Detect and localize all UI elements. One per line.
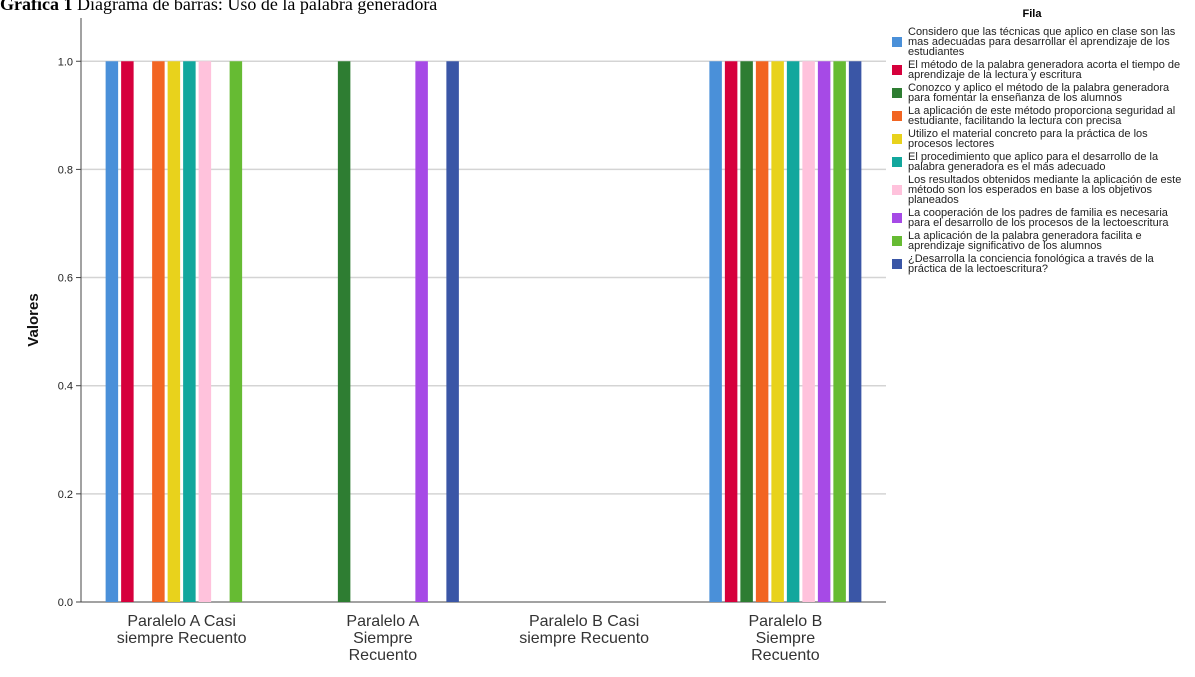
bar [755, 61, 769, 602]
y-tick-label: 0.2 [58, 489, 73, 501]
bar [848, 61, 862, 602]
bar [167, 61, 181, 602]
bar [229, 61, 243, 602]
x-category-label-line: siempre Recuento [117, 630, 247, 647]
bar [833, 61, 846, 602]
x-category-label-line: Paralelo A [346, 613, 419, 630]
legend-item: Considero que las técnicas que aplico en… [892, 26, 1192, 58]
x-category-label-line: Paralelo B Casi [529, 613, 639, 630]
bar [105, 61, 119, 602]
legend-label: Utilizo el material concreto para la prá… [908, 128, 1148, 150]
legend-swatch [892, 259, 902, 269]
legend-label: El método de la palabra generadora acort… [908, 59, 1181, 81]
x-category-label-line: siempre Recuento [519, 630, 649, 647]
legend-label: Los resultados obtenidos mediante la apl… [908, 174, 1182, 206]
bar [724, 61, 738, 602]
legend-item: Los resultados obtenidos mediante la apl… [892, 174, 1192, 206]
legend-label: Considero que las técnicas que aplico en… [908, 26, 1176, 58]
legend-swatch [892, 111, 902, 121]
chart-legend: Fila Considero que las técnicas que apli… [892, 8, 1192, 277]
y-tick-label: 0.6 [58, 273, 73, 285]
y-tick-label: 0.4 [58, 381, 73, 393]
bar [771, 61, 784, 602]
x-category-label-line: Paralelo B [748, 613, 822, 630]
legend-swatch [892, 185, 902, 195]
x-category-label: Paralelo B Casi siempre Recuento [519, 613, 649, 647]
legend-label: El procedimiento que aplico para el desa… [908, 151, 1159, 173]
bar [786, 61, 800, 602]
legend-item: La cooperación de los padres de familia … [892, 207, 1192, 229]
x-category-label-line: Paralelo A Casi [127, 613, 236, 630]
x-category-label: Paralelo A Siempre Recuento [346, 613, 419, 664]
bar [198, 61, 212, 602]
legend-label: Conozco y aplico el método de la palabra… [908, 82, 1170, 104]
legend-item: ¿Desarrolla la conciencia fonológica a t… [892, 253, 1192, 275]
x-category-label-line: Recuento [751, 647, 820, 664]
x-category-label: Paralelo A Casi siempre Recuento [117, 613, 247, 647]
bar [802, 61, 815, 602]
y-tick-label: 1.0 [58, 56, 73, 68]
legend-label: ¿Desarrolla la conciencia fonológica a t… [908, 253, 1154, 275]
legend-swatch [892, 65, 902, 75]
legend-swatch [892, 134, 902, 144]
legend-item: Utilizo el material concreto para la prá… [892, 128, 1192, 150]
legend-swatch [892, 213, 902, 223]
legend-title: Fila [1022, 8, 1042, 20]
legend-item: La aplicación de este método proporciona… [892, 105, 1192, 127]
bar [446, 61, 459, 602]
legend-swatch [892, 157, 902, 167]
x-category-label-line: Recuento [349, 647, 418, 664]
bar [709, 61, 722, 602]
bar-chart: 0.0 0.2 0.4 0.6 0.8 1.0 Valores Paralelo A Casi… [25, 18, 886, 664]
x-category-label-line: Siempre [353, 630, 413, 647]
legend-label: La aplicación de este método proporciona… [908, 105, 1176, 127]
y-tick-label: 0.0 [58, 597, 73, 609]
legend-swatch [892, 236, 902, 246]
bar [337, 61, 351, 602]
bar [740, 61, 753, 602]
caption-text: Diagrama de barras: Uso de la palabra ge… [76, 0, 438, 14]
legend-swatch [892, 37, 902, 47]
bar [183, 61, 196, 602]
bar [817, 61, 831, 602]
bar [415, 61, 428, 602]
legend-label: La cooperación de los padres de familia … [908, 207, 1169, 229]
legend-item: La aplicación de la palabra generadora f… [892, 230, 1192, 252]
legend-item: El procedimiento que aplico para el desa… [892, 151, 1192, 173]
y-tick-label: 0.8 [58, 164, 73, 176]
legend-item: El método de la palabra generadora acort… [892, 59, 1192, 81]
caption-number: Gráfica 1 [0, 0, 73, 14]
legend-label: La aplicación de la palabra generadora f… [908, 230, 1142, 252]
legend-items: Considero que las técnicas que aplico en… [892, 26, 1192, 275]
y-axis-label: Valores [25, 293, 42, 346]
figure-caption: Gráfica 1 Diagrama de barras: Uso de la … [0, 0, 437, 15]
bar [152, 61, 165, 602]
x-category-label-line: Siempre [756, 630, 816, 647]
x-category-label: Paralelo B Siempre Recuento [748, 613, 822, 664]
legend-item: Conozco y aplico el método de la palabra… [892, 82, 1192, 104]
bar [121, 61, 134, 602]
legend-swatch [892, 88, 902, 98]
